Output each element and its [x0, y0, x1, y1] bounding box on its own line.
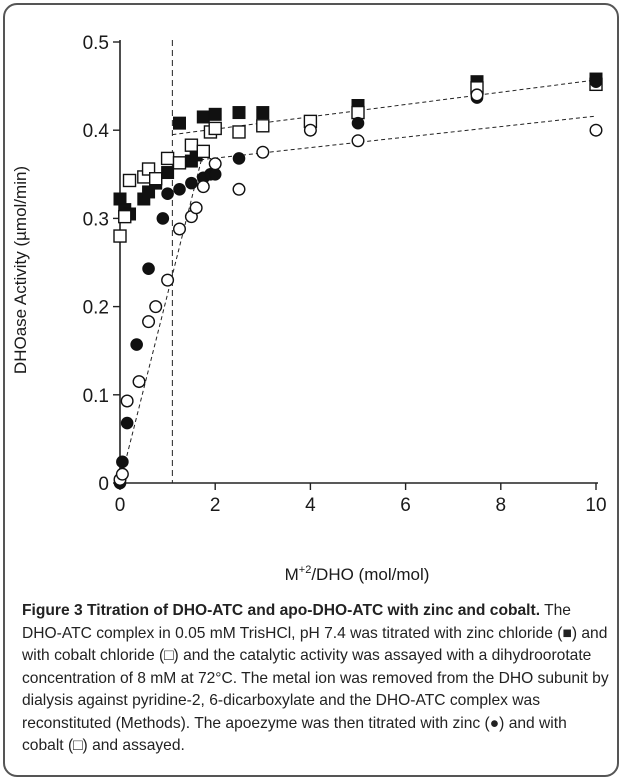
data-point-filled-square [232, 106, 246, 120]
data-point-open-square [141, 162, 156, 176]
data-point-open-circle [303, 123, 317, 137]
data-point-open-circle [189, 201, 203, 215]
data-point-filled-circle [351, 116, 365, 130]
data-point-open-square [184, 138, 199, 152]
x-tick-label: 2 [210, 495, 221, 516]
data-point-open-circle [161, 273, 175, 287]
caption-body: The DHO-ATC complex in 0.05 mM TrisHCl, … [22, 602, 609, 754]
figure-frame [3, 3, 619, 777]
data-point-filled-circle [589, 75, 603, 88]
x-axis-label: M+2/DHO (mol/mol) [285, 564, 430, 584]
x-axis-label-rest: /DHO (mol/mol) [311, 565, 429, 584]
data-point-open-square [113, 229, 127, 243]
figure-caption: Figure 3 Titration of DHO-ATC and apo-DH… [22, 600, 612, 758]
data-point-filled-circle [130, 338, 143, 351]
data-point-filled-circle [142, 262, 155, 275]
data-point-open-circle [149, 300, 163, 314]
data-point-filled-square [196, 110, 210, 124]
data-point-open-square [351, 105, 365, 120]
data-point-open-square [208, 121, 222, 136]
data-point-open-square [118, 209, 132, 224]
x-axis-label-main: M [285, 565, 299, 584]
data-point-open-circle [232, 182, 246, 196]
y-tick-label: 0.4 [83, 121, 110, 142]
data-point-open-circle [256, 145, 270, 159]
y-axis-label: DHOase Activity (µmol/min) [11, 166, 30, 374]
data-point-filled-circle [185, 176, 198, 190]
data-point-open-square [148, 172, 163, 186]
x-axis-label-superscript: +2 [299, 564, 312, 576]
scatter-chart: 0 0.1 0.2 0.3 0.4 0.5 0 2 4 6 8 10 DHOase Activity … [11, 33, 607, 584]
data-point-filled-circle [173, 182, 186, 196]
data-point-filled-circle [161, 187, 174, 201]
data-point-filled-square [256, 106, 270, 120]
data-point-open-circle [470, 88, 484, 102]
data-point-open-circle [351, 134, 365, 148]
data-point-filled-circle [120, 416, 134, 430]
data-point-filled-square [161, 166, 175, 180]
caption-title: Figure 3 Titration of DHO-ATC and apo-DH… [22, 602, 541, 619]
y-tick-label: 0.1 [83, 386, 109, 407]
data-point-open-circle [142, 315, 156, 329]
data-point-filled-circle [208, 168, 222, 181]
data-point-filled-circle [156, 212, 170, 225]
fit-line [119, 152, 204, 484]
x-tick-label: 10 [585, 495, 606, 516]
data-point-filled-square [208, 107, 222, 121]
data-point-filled-square [173, 116, 186, 130]
data-point-open-circle [208, 157, 222, 171]
y-tick-label: 0.2 [83, 298, 109, 319]
x-tick-label: 0 [115, 495, 126, 516]
data-point-open-square [172, 156, 187, 170]
data-point-open-circle [172, 222, 186, 236]
data-point-open-square [196, 144, 211, 159]
x-tick-label: 6 [400, 495, 411, 516]
data-point-open-square [232, 125, 246, 139]
y-tick-label: 0 [98, 474, 109, 495]
y-tick-label: 0.3 [83, 209, 109, 230]
data-point-open-circle [115, 467, 129, 481]
data-point-filled-circle [116, 455, 129, 469]
x-tick-label: 8 [496, 495, 507, 516]
data-point-open-circle [589, 123, 603, 137]
x-tick-label: 4 [305, 495, 316, 516]
data-point-filled-circle [232, 152, 246, 165]
data-point-open-square [122, 173, 137, 188]
data-point-open-circle [120, 394, 134, 408]
data-point-open-circle [196, 180, 210, 194]
data-point-open-square [160, 151, 175, 166]
data-point-open-circle [132, 375, 146, 389]
plot-area: 0 0.1 0.2 0.3 0.4 0.5 0 2 4 6 8 10 [83, 33, 607, 516]
y-tick-label: 0.5 [83, 33, 109, 54]
data-point-open-square [256, 119, 270, 133]
